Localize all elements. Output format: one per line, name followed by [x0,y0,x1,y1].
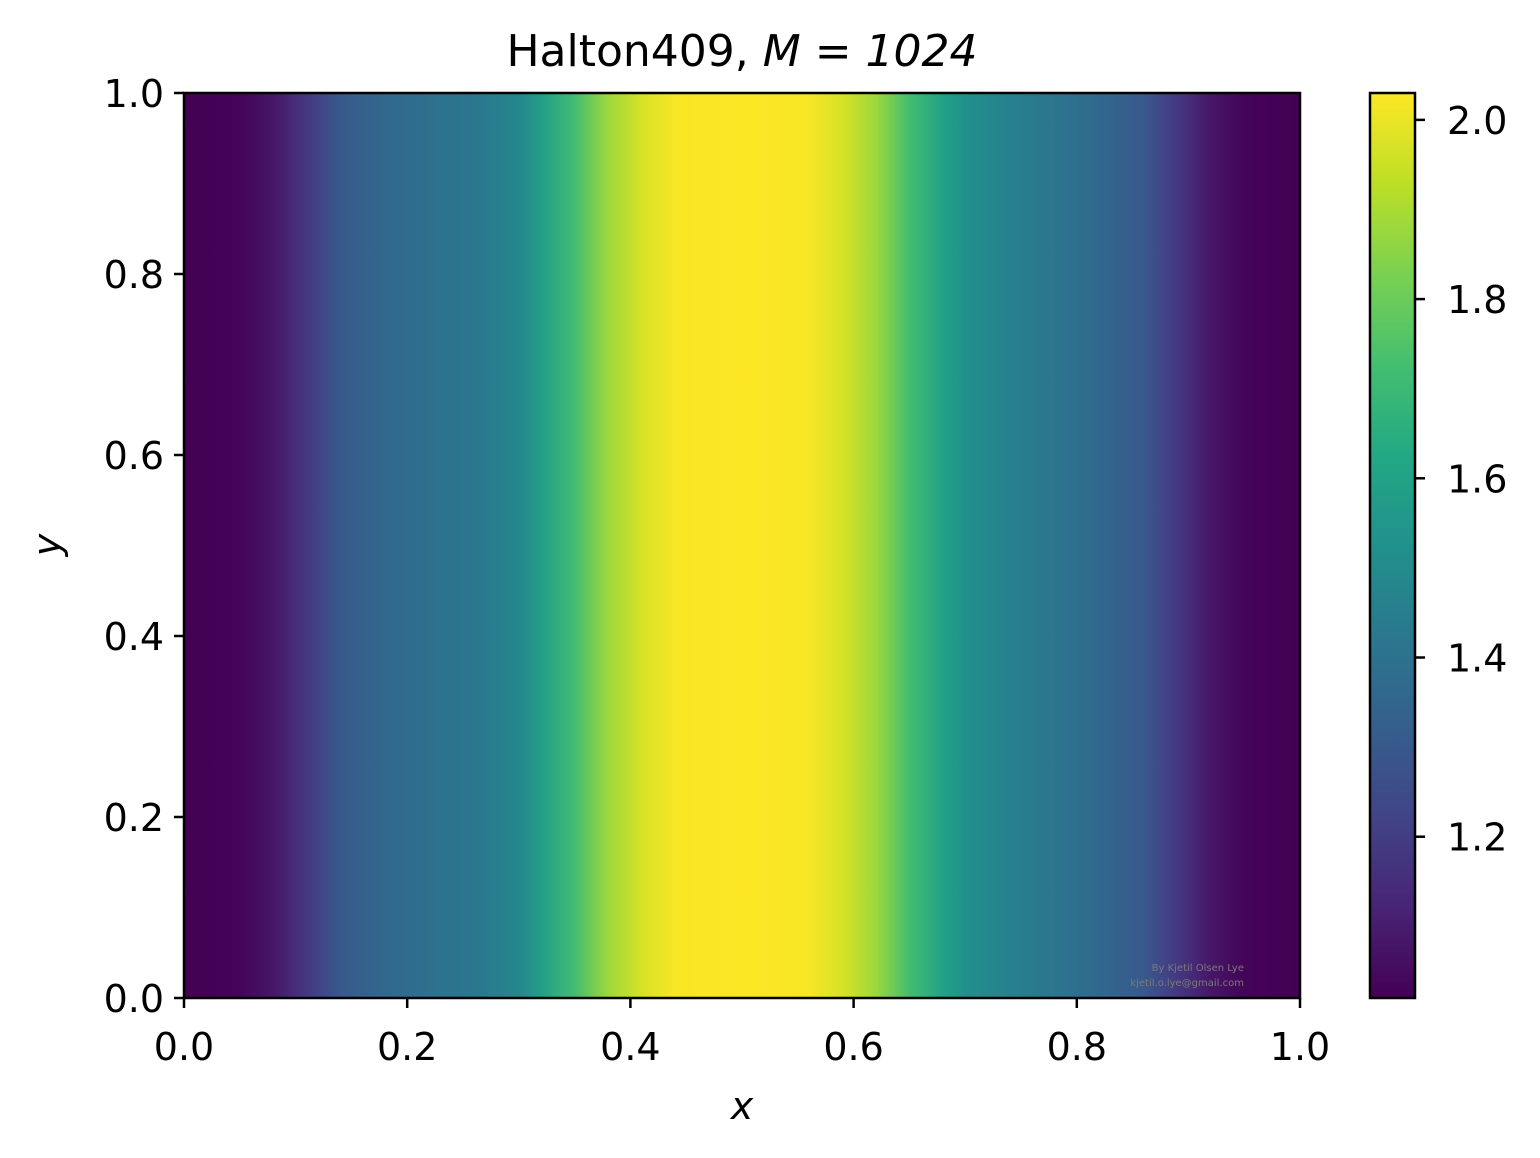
x-tick-label: 0.8 [1047,1025,1107,1069]
colorbar-tick-label: 1.2 [1447,816,1507,860]
x-axis-ticks: 0.0 0.2 0.4 0.6 0.8 1.0 [154,998,1330,1069]
y-tick-label: 0.0 [104,977,164,1021]
x-axis-label: x [730,1084,754,1128]
watermark-line-1: By Kjetil Olsen Lye [1152,963,1244,974]
chart-title-math: M = 1024 [763,26,978,77]
x-tick-label: 0.6 [823,1025,883,1069]
plot-frame [182,91,1302,1000]
x-tick-label: 0.2 [377,1025,437,1069]
colorbar-tick-label: 2.0 [1447,99,1507,143]
colorbar-tick-label: 1.8 [1447,278,1507,322]
watermark: By Kjetil Olsen Lye kjetil.o.lye@gmail.c… [1130,963,1244,989]
y-tick-label: 0.8 [104,253,164,297]
chart-title: Halton409, M = 1024 [506,26,977,77]
colorbar-ticks: 1.2 1.4 1.6 1.8 2.0 [1415,99,1507,860]
y-tick-label: 0.6 [104,434,164,478]
y-axis-label: y [25,533,69,557]
x-tick-label: 0.0 [154,1025,214,1069]
x-tick-label: 1.0 [1270,1025,1330,1069]
x-tick-label: 0.4 [600,1025,660,1069]
plot-area: By Kjetil Olsen Lye kjetil.o.lye@gmail.c… [182,91,1302,1000]
y-tick-label: 0.2 [104,796,164,840]
colorbar-tick-label: 1.4 [1447,637,1507,681]
heatmap-image [184,93,1300,998]
y-tick-label: 1.0 [104,72,164,116]
colorbar: 1.2 1.4 1.6 1.8 2.0 [1368,91,1507,1000]
colorbar-tick-label: 1.6 [1447,457,1507,501]
watermark-line-2: kjetil.o.lye@gmail.com [1130,978,1244,989]
y-tick-label: 0.4 [104,615,164,659]
colorbar-frame [1368,91,1417,1000]
y-axis-ticks: 0.0 0.2 0.4 0.6 0.8 1.0 [104,72,184,1021]
colorbar-gradient [1370,93,1415,998]
